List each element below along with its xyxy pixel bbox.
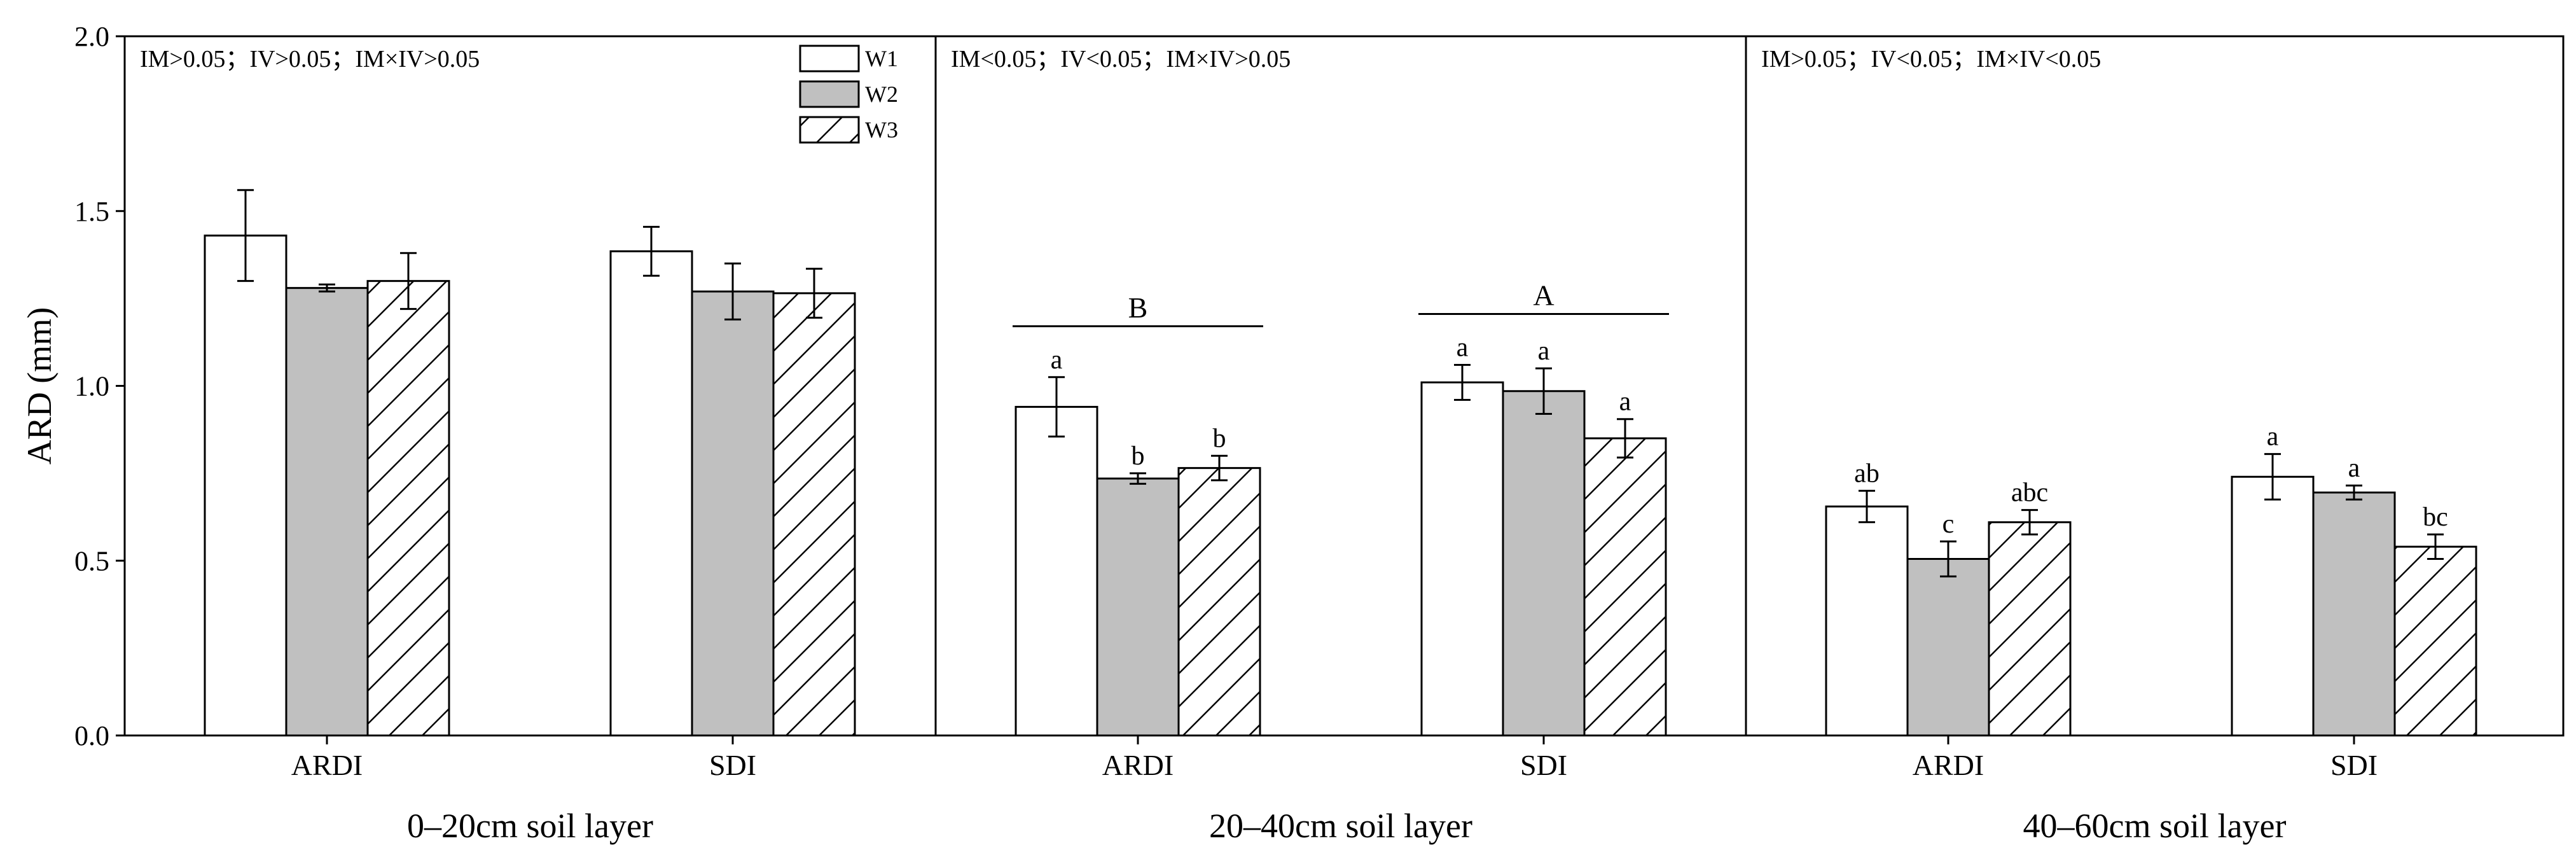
significance-letter: ab: [1854, 459, 1880, 488]
panel-stats: IM<0.05；IV<0.05；IM×IV>0.05: [951, 46, 1291, 73]
significance-letter: a: [1457, 333, 1469, 363]
error-bar: [2264, 453, 2281, 501]
error-bar: [1211, 454, 1228, 482]
significance-letter: bc: [2423, 503, 2448, 532]
error-bar: [400, 252, 417, 310]
category-label: ARDI: [291, 749, 363, 781]
y-axis-label: ARD (mm): [20, 307, 59, 464]
bar: [772, 292, 856, 737]
error-bar: [2021, 509, 2038, 536]
bar: [1014, 405, 1098, 737]
plot-frame: [123, 35, 2565, 737]
bar: [2231, 475, 2315, 737]
bar: [2312, 491, 2396, 737]
error-bar: [2346, 484, 2362, 501]
legend-label-w1: W1: [865, 46, 898, 71]
error-bar: [1454, 364, 1471, 401]
significance-letter: b: [1132, 442, 1145, 471]
category-label: SDI: [1520, 749, 1567, 781]
bar: [1825, 505, 1909, 737]
significance-letter: a: [1538, 337, 1550, 366]
category-label: ARDI: [1913, 749, 1984, 781]
axes-layer: 0.0 0.5 1.0 1.5 2.0 ARD (mm): [20, 21, 2565, 751]
bar: [1502, 390, 1586, 737]
bar: [366, 280, 450, 737]
bar: [2393, 545, 2477, 737]
bar: [1583, 437, 1667, 737]
legend-swatch-w3: [799, 116, 860, 144]
legend-swatch-w2: [799, 80, 860, 108]
panel-stats: IM>0.05；IV<0.05；IM×IV<0.05: [1761, 46, 2101, 73]
category-label: SDI: [2330, 749, 2378, 781]
error-bar: [643, 225, 660, 277]
legend: W1 W2 W3: [799, 45, 898, 144]
y-tick-label: 1.5: [74, 196, 109, 227]
error-bar: [1048, 376, 1065, 438]
layer-label: 40–60cm soil layer: [2023, 807, 2287, 845]
bar: [1988, 521, 2072, 737]
bar: [1906, 558, 1990, 737]
legend-swatch-w1: [799, 45, 860, 73]
bar: [691, 290, 775, 737]
bar: [204, 234, 287, 737]
error-bar: [319, 283, 335, 293]
error-bar: [2427, 533, 2444, 561]
category-label: SDI: [709, 749, 756, 781]
significance-letter: b: [1213, 424, 1226, 453]
legend-label-w3: W3: [865, 117, 898, 143]
group-significance-letter: B: [1128, 291, 1148, 324]
y-tick-label: 0.5: [74, 545, 109, 576]
y-tick-label: 2.0: [74, 21, 109, 52]
error-bar: [1859, 489, 1875, 524]
significance-letter: c: [1942, 510, 1955, 539]
layer-label: 0–20cm soil layer: [407, 807, 653, 845]
bar: [1177, 467, 1261, 737]
layer-label: 20–40cm soil layer: [1209, 807, 1472, 845]
error-bar: [1535, 367, 1552, 415]
bar: [1420, 381, 1504, 737]
significance-letter: a: [1051, 345, 1063, 375]
category-label: ARDI: [1102, 749, 1174, 781]
y-tick-label: 0.0: [74, 720, 109, 751]
significance-letter: a: [2348, 454, 2360, 483]
labels-layer: IM>0.05；IV>0.05；IM×IV>0.05 0–20cm soil la…: [140, 46, 2448, 845]
bar: [1096, 477, 1180, 737]
error-bar: [237, 189, 254, 282]
error-bar: [1617, 418, 1633, 459]
significance-letter: abc: [2011, 478, 2048, 508]
error-bar: [1130, 472, 1146, 485]
y-tick-label: 1.0: [74, 371, 109, 402]
bar: [609, 250, 693, 737]
error-bar: [1940, 540, 1956, 578]
bars-layer: [204, 189, 2477, 737]
legend-label-w2: W2: [865, 81, 898, 107]
error-bar: [724, 262, 741, 321]
bar: [285, 287, 369, 737]
panel-stats: IM>0.05；IV>0.05；IM×IV>0.05: [140, 46, 480, 73]
significance-letter: a: [2267, 422, 2279, 452]
significance-letter: a: [1619, 387, 1631, 417]
error-bar: [806, 267, 822, 319]
group-significance-letter: A: [1533, 279, 1554, 312]
